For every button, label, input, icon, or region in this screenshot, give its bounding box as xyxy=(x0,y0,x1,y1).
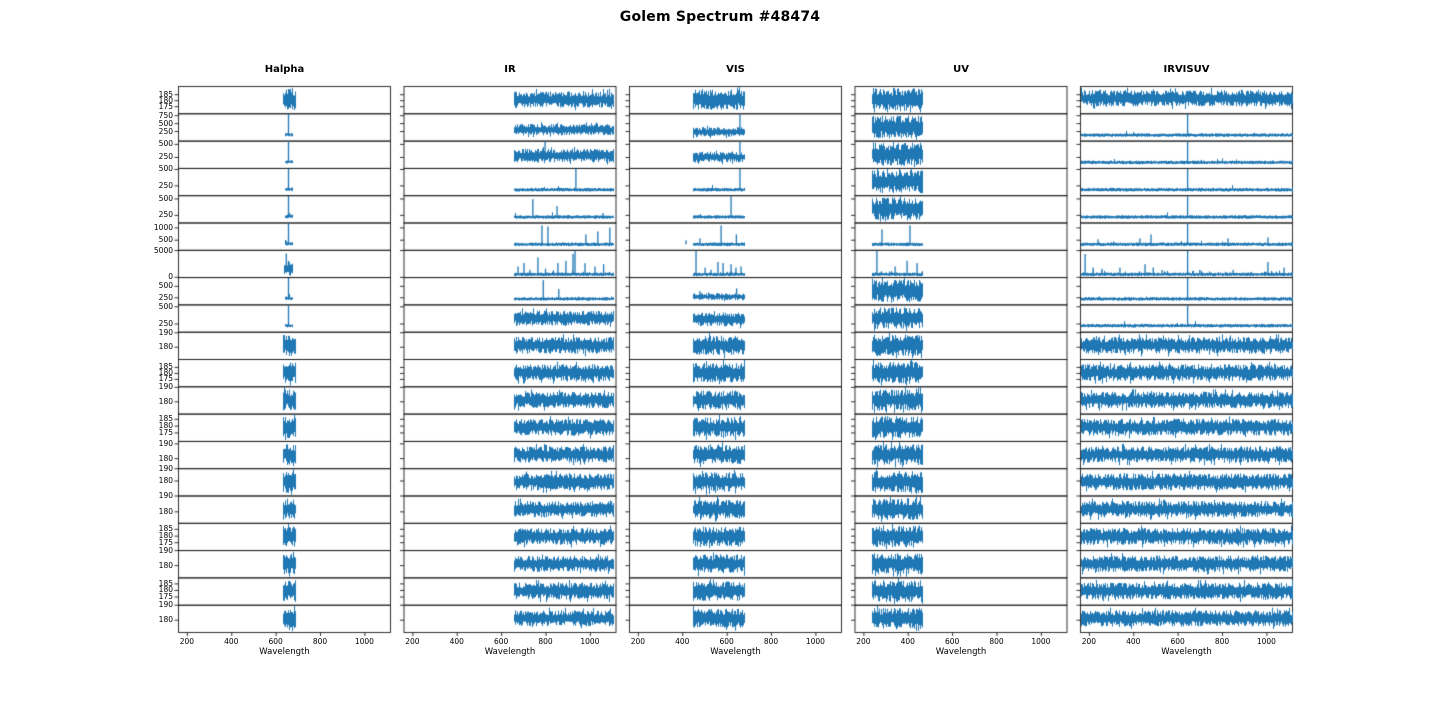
x-tick-label: 600 xyxy=(268,637,283,646)
x-tick-label: 600 xyxy=(1170,637,1185,646)
y-tick-label: 175 xyxy=(158,374,173,384)
y-tick-label: 180 xyxy=(158,368,173,378)
x-tick-label: 600 xyxy=(944,637,960,646)
y-tick-label: 250 xyxy=(158,180,173,190)
y-tick-label: 190 xyxy=(158,463,173,473)
y-tick-label: 185 xyxy=(158,578,173,588)
y-tick-label: 175 xyxy=(158,101,173,111)
y-tick-label: 250 xyxy=(158,126,173,136)
x-axis-label: Wavelength xyxy=(1161,647,1212,657)
y-tick-label: 500 xyxy=(158,118,173,128)
x-tick-label: 1000 xyxy=(580,637,600,646)
y-tick-label: 190 xyxy=(158,438,173,448)
y-tick-label: 175 xyxy=(158,537,173,547)
x-tick-label: 800 xyxy=(763,637,779,646)
y-tick-label: 250 xyxy=(158,210,173,220)
y-tick-label: 180 xyxy=(158,506,173,516)
x-tick-label: 800 xyxy=(312,637,328,646)
y-tick-label: 190 xyxy=(158,327,173,337)
y-tick-label: 175 xyxy=(158,592,173,601)
y-tick-label: 180 xyxy=(158,531,173,541)
y-tick-label: 185 xyxy=(158,414,173,424)
y-tick-label: 190 xyxy=(158,600,173,610)
x-tick-label: 200 xyxy=(630,637,646,646)
column-title-halpha: Halpha xyxy=(264,64,305,75)
x-tick-label: 600 xyxy=(719,637,734,646)
y-tick-label: 500 xyxy=(158,139,173,149)
y-tick-label: 180 xyxy=(158,396,173,406)
x-tick-label: 800 xyxy=(1214,637,1230,646)
y-tick-label: 180 xyxy=(158,560,173,570)
y-tick-label: 175 xyxy=(158,427,173,437)
x-tick-label: 800 xyxy=(538,637,553,646)
x-tick-label: 400 xyxy=(900,637,915,646)
y-tick-label: 500 xyxy=(158,301,173,311)
x-tick-label: 400 xyxy=(675,637,690,646)
x-tick-label: 200 xyxy=(179,637,195,646)
y-tick-label: 5000 xyxy=(153,245,173,255)
y-tick-label: 185 xyxy=(158,524,173,534)
column-title-irvisuv: IRVISUV xyxy=(1163,64,1210,75)
x-tick-label: 400 xyxy=(449,637,464,646)
x-tick-label: 600 xyxy=(493,637,509,646)
y-tick-label: 180 xyxy=(158,421,173,431)
y-tick-label: 500 xyxy=(158,193,173,203)
y-tick-label: 190 xyxy=(158,382,173,392)
x-axis-label: Wavelength xyxy=(935,647,987,657)
y-tick-label: 500 xyxy=(158,164,173,174)
y-tick-label: 180 xyxy=(158,342,173,352)
x-tick-label: 400 xyxy=(1126,637,1141,646)
y-tick-label: 0 xyxy=(168,272,173,282)
column-title-uv: UV xyxy=(953,64,969,75)
y-tick-label: 500 xyxy=(158,281,173,291)
x-tick-label: 200 xyxy=(405,637,420,646)
y-tick-label: 1000 xyxy=(153,222,173,232)
y-tick-label: 185 xyxy=(158,89,173,99)
y-tick-label: 180 xyxy=(158,585,173,595)
y-tick-label: 250 xyxy=(158,152,173,162)
y-tick-label: 180 xyxy=(158,453,173,463)
y-tick-label: 180 xyxy=(158,95,173,105)
y-tick-label: 250 xyxy=(158,292,173,302)
x-tick-label: 1000 xyxy=(805,637,825,646)
x-tick-label: 200 xyxy=(856,637,871,646)
y-tick-label: 185 xyxy=(158,362,173,372)
y-tick-label: 180 xyxy=(158,615,173,625)
figure-title: Golem Spectrum #48474 xyxy=(619,9,821,25)
y-tick-label: 180 xyxy=(158,475,173,485)
x-axis-label: Wavelength xyxy=(710,647,761,657)
y-tick-label: 190 xyxy=(158,491,173,500)
y-tick-label: 500 xyxy=(158,235,173,245)
y-tick-label: 750 xyxy=(158,110,173,120)
x-tick-label: 200 xyxy=(1081,637,1097,646)
column-title-vis: VIS xyxy=(726,64,745,75)
x-tick-label: 1000 xyxy=(1031,637,1051,646)
x-tick-label: 1000 xyxy=(1256,637,1276,646)
y-tick-label: 250 xyxy=(158,319,173,328)
x-tick-label: 800 xyxy=(989,637,1004,646)
x-tick-label: 1000 xyxy=(354,637,374,646)
x-axis-label: Wavelength xyxy=(259,647,310,657)
x-axis-label: Wavelength xyxy=(484,647,536,657)
column-title-ir: IR xyxy=(504,64,516,75)
x-tick-label: 400 xyxy=(224,637,239,646)
y-tick-label: 190 xyxy=(158,545,173,555)
